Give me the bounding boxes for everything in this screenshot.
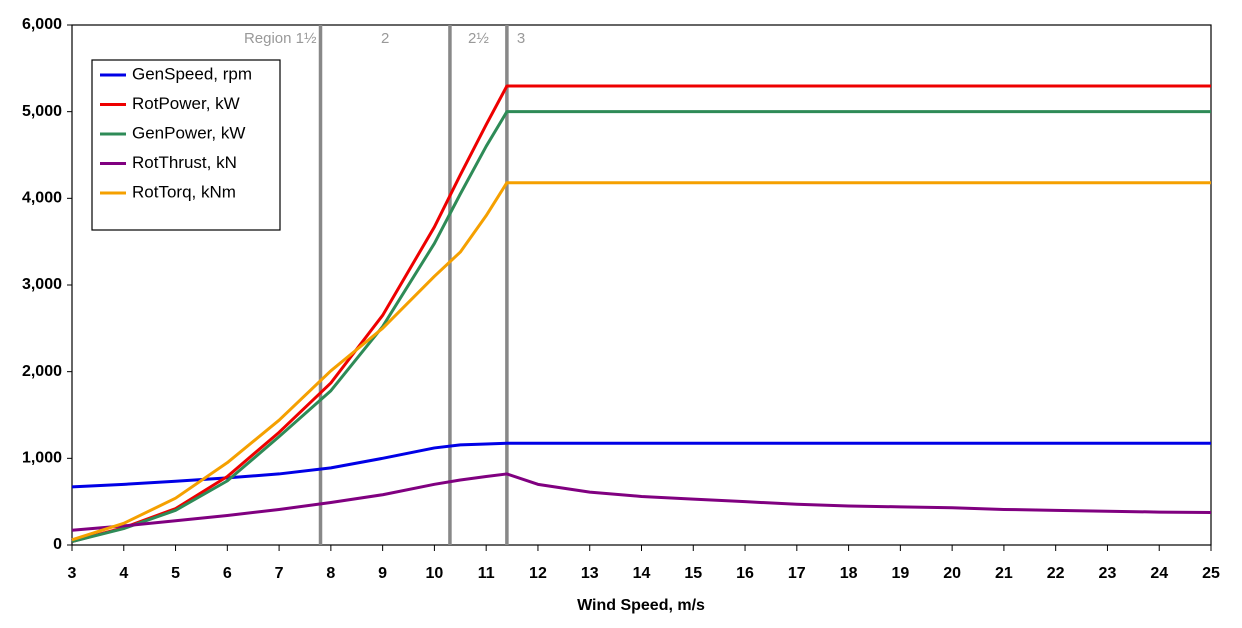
y-tick-label: 0 <box>53 536 62 553</box>
y-tick-label: 4,000 <box>22 190 62 207</box>
x-tick-label: 6 <box>223 565 232 582</box>
x-tick-label: 12 <box>529 565 547 582</box>
x-tick-label: 4 <box>119 565 128 582</box>
x-tick-label: 7 <box>275 565 284 582</box>
legend-label: RotPower, kW <box>132 94 240 113</box>
x-tick-label: 9 <box>378 565 387 582</box>
series-line <box>71 472 1212 532</box>
x-tick-label: 23 <box>1099 565 1117 582</box>
x-tick-label: 25 <box>1202 565 1220 582</box>
region-label: Region 1½ <box>244 30 317 47</box>
x-tick-label: 24 <box>1150 565 1168 582</box>
x-tick-label: 18 <box>840 565 858 582</box>
x-tick-label: 11 <box>478 565 495 582</box>
x-tick-label: 15 <box>684 565 702 582</box>
y-tick-label: 6,000 <box>22 16 62 33</box>
y-tick-label: 2,000 <box>22 363 62 380</box>
series-line <box>71 441 1211 489</box>
x-tick-label: 5 <box>171 565 180 582</box>
x-tick-label: 14 <box>633 565 651 582</box>
x-tick-label: 21 <box>995 565 1013 582</box>
x-tick-label: 3 <box>68 565 77 582</box>
legend-label: RotTorq, kNm <box>132 182 236 201</box>
x-tick-label: 20 <box>943 565 961 582</box>
x-tick-label: 19 <box>891 565 909 582</box>
series-line <box>71 181 1211 542</box>
region-label: 2½ <box>468 30 489 47</box>
x-tick-label: 13 <box>581 565 599 582</box>
y-tick-label: 1,000 <box>22 450 62 467</box>
series-line <box>71 110 1211 543</box>
x-tick-label: 8 <box>326 565 335 582</box>
x-tick-label: 10 <box>426 565 444 582</box>
legend-label: GenPower, kW <box>132 123 245 142</box>
y-tick-label: 5,000 <box>22 103 62 120</box>
x-tick-label: 22 <box>1047 565 1065 582</box>
x-tick-label: 16 <box>736 565 754 582</box>
legend-label: GenSpeed, rpm <box>132 64 252 83</box>
plot-frame <box>71 24 1212 546</box>
x-tick-label: 17 <box>788 565 806 582</box>
legend-label: RotThrust, kN <box>132 153 237 172</box>
legend-box <box>91 59 281 231</box>
series-line <box>71 84 1211 543</box>
x-axis-label: Wind Speed, m/s <box>577 597 705 614</box>
region-label: 3 <box>517 30 525 47</box>
region-label: 2 <box>381 30 389 47</box>
y-tick-label: 3,000 <box>22 276 62 293</box>
